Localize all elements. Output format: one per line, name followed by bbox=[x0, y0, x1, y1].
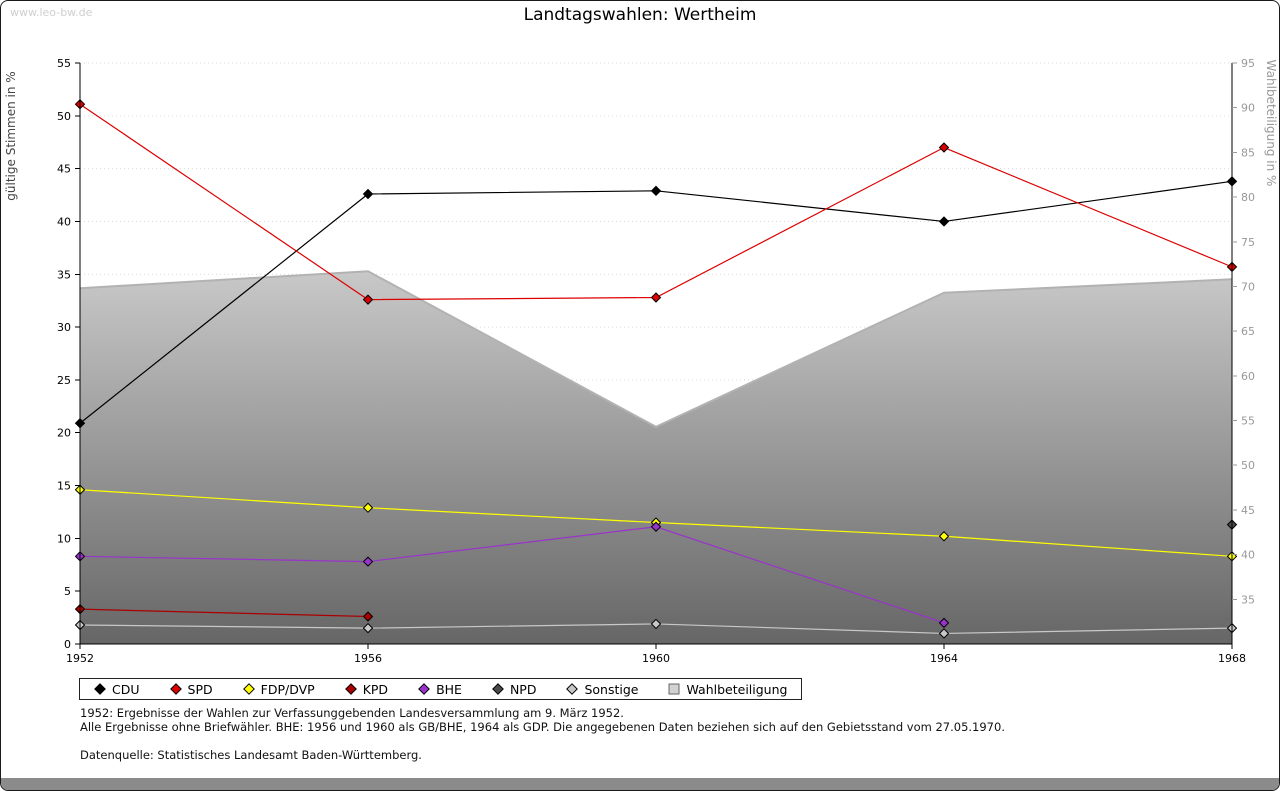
tick-label-right-75: 75 bbox=[1241, 236, 1255, 249]
turnout-line bbox=[79, 270, 1233, 428]
legend-item-sonstige: Sonstige bbox=[566, 682, 638, 697]
legend-item-npd: NPD bbox=[492, 681, 537, 697]
data-point-spd-1960 bbox=[650, 292, 662, 303]
data-point-fdp-dvp-1956 bbox=[362, 502, 374, 513]
data-point-cdu-1960 bbox=[650, 185, 662, 197]
tick-label-left-40: 40 bbox=[57, 215, 71, 228]
legend-marker-spd-icon bbox=[169, 683, 182, 695]
tick-label-left-50: 50 bbox=[57, 110, 71, 123]
tick-label-left-5: 5 bbox=[64, 585, 71, 598]
data-point-spd-1964 bbox=[938, 142, 950, 153]
legend-item-cdu: CDU bbox=[94, 682, 140, 697]
tick-label-right-65: 65 bbox=[1241, 325, 1255, 338]
tick-label-left-35: 35 bbox=[57, 268, 71, 281]
data-point-cdu-1956 bbox=[362, 188, 374, 200]
chart-canvas: 0 5 10 15 20 25 30 35 40 45 50 55 35 40 45 50 55 60 65 70 75… bbox=[4, 57, 1278, 665]
data-point-sonstige-1964 bbox=[938, 628, 950, 639]
chart-title: Landtagswahlen: Wertheim bbox=[523, 5, 757, 25]
legend-item-wahlbeteiligung: Wahlbeteiligung bbox=[668, 682, 787, 697]
legend-label-spd: SPD bbox=[187, 681, 213, 697]
note-source: Datenquelle: Statistisches Landesamt Bad… bbox=[80, 748, 422, 762]
data-point-sonstige-1956 bbox=[362, 622, 374, 634]
note-line-1: 1952: Ergebnisse der Wahlen zur Verfassu… bbox=[80, 706, 624, 720]
legend-label-bhe: BHE bbox=[436, 681, 462, 697]
bottom-bar bbox=[1, 778, 1279, 790]
legend-marker-cdu-icon bbox=[94, 683, 106, 695]
tick-label-left-55: 55 bbox=[57, 57, 71, 70]
legend-marker-kpd-icon bbox=[344, 683, 357, 695]
note-line-2: Alle Ergebnisse ohne Briefwähler. BHE: 1… bbox=[80, 719, 1005, 734]
legend-label-wahlbeteiligung: Wahlbeteiligung bbox=[686, 681, 788, 697]
series-line-bhe bbox=[79, 526, 945, 624]
legend-label-sonstige: Sonstige bbox=[584, 681, 639, 697]
data-point-spd-1956 bbox=[362, 294, 374, 305]
data-point-bhe-1964 bbox=[938, 617, 950, 629]
legend-marker-npd-icon bbox=[492, 683, 504, 695]
tick-label-right-90: 90 bbox=[1241, 102, 1255, 115]
tick-label-left-45: 45 bbox=[57, 163, 71, 176]
tick-label-x-1964: 1964 bbox=[930, 652, 958, 665]
tick-label-right-40: 40 bbox=[1241, 549, 1255, 562]
legend-marker-bhe-icon bbox=[418, 683, 430, 695]
legend-label-npd: NPD bbox=[509, 681, 537, 697]
legend-label-fdp-dvp: FDP/DVP bbox=[260, 681, 315, 697]
tick-label-left-25: 25 bbox=[57, 374, 71, 387]
tick-label-x-1952: 1952 bbox=[66, 652, 94, 665]
tick-label-right-35: 35 bbox=[1241, 593, 1255, 606]
data-point-sonstige-1960 bbox=[650, 618, 662, 630]
legend-label-kpd: KPD bbox=[362, 681, 389, 697]
tick-label-right-95: 95 bbox=[1241, 57, 1255, 70]
data-point-kpd-1956 bbox=[362, 611, 374, 622]
tick-label-right-45: 45 bbox=[1241, 504, 1255, 517]
tick-label-x-1968: 1968 bbox=[1218, 652, 1246, 665]
tick-label-right-80: 80 bbox=[1241, 191, 1255, 204]
series-line-spd bbox=[79, 103, 1233, 301]
legend-marker-sonstige-icon bbox=[566, 683, 579, 695]
legend-marker-fdp-dvp-icon bbox=[242, 683, 255, 695]
tick-label-left-20: 20 bbox=[57, 427, 71, 440]
chart-notes: 1952: Ergebnisse der Wahlen zur Verfassu… bbox=[80, 706, 1230, 763]
watermark: www.leo-bw.de bbox=[10, 6, 93, 19]
series-line-kpd bbox=[79, 608, 369, 618]
tick-label-right-55: 55 bbox=[1241, 415, 1255, 428]
y-axis-right-title: Wahlbeteiligung in % bbox=[1264, 60, 1278, 187]
legend-item-kpd: KPD bbox=[344, 681, 389, 697]
tick-label-right-70: 70 bbox=[1241, 280, 1255, 293]
legend-item-spd: SPD bbox=[169, 681, 213, 697]
chart-legend: CDU SPD FDP/DVP KPD BHE NPD Sonstige Wahlbeteil… bbox=[79, 678, 803, 700]
legend-item-bhe: BHE bbox=[418, 682, 462, 697]
tick-label-x-1956: 1956 bbox=[354, 652, 382, 665]
y-axis-left-title: gültige Stimmen in % bbox=[4, 71, 18, 200]
tick-label-left-10: 10 bbox=[57, 532, 71, 545]
data-point-fdp-dvp-1964 bbox=[938, 531, 950, 542]
legend-label-cdu: CDU bbox=[112, 681, 140, 697]
tick-label-left-30: 30 bbox=[57, 321, 71, 334]
data-point-cdu-1964 bbox=[938, 216, 950, 227]
tick-label-left-15: 15 bbox=[57, 480, 71, 493]
tick-label-x-1960: 1960 bbox=[642, 652, 670, 665]
legend-item-fdp-dvp: FDP/DVP bbox=[242, 681, 315, 697]
legend-marker-wahlbeteiligung-icon bbox=[668, 683, 680, 695]
tick-label-left-0: 0 bbox=[64, 638, 71, 651]
tick-label-right-85: 85 bbox=[1241, 146, 1255, 159]
turnout-area bbox=[80, 271, 1232, 644]
data-point-bhe-1960 bbox=[650, 521, 662, 532]
tick-label-right-60: 60 bbox=[1241, 370, 1255, 383]
data-point-bhe-1956 bbox=[362, 556, 374, 567]
tick-label-right-50: 50 bbox=[1241, 459, 1255, 472]
